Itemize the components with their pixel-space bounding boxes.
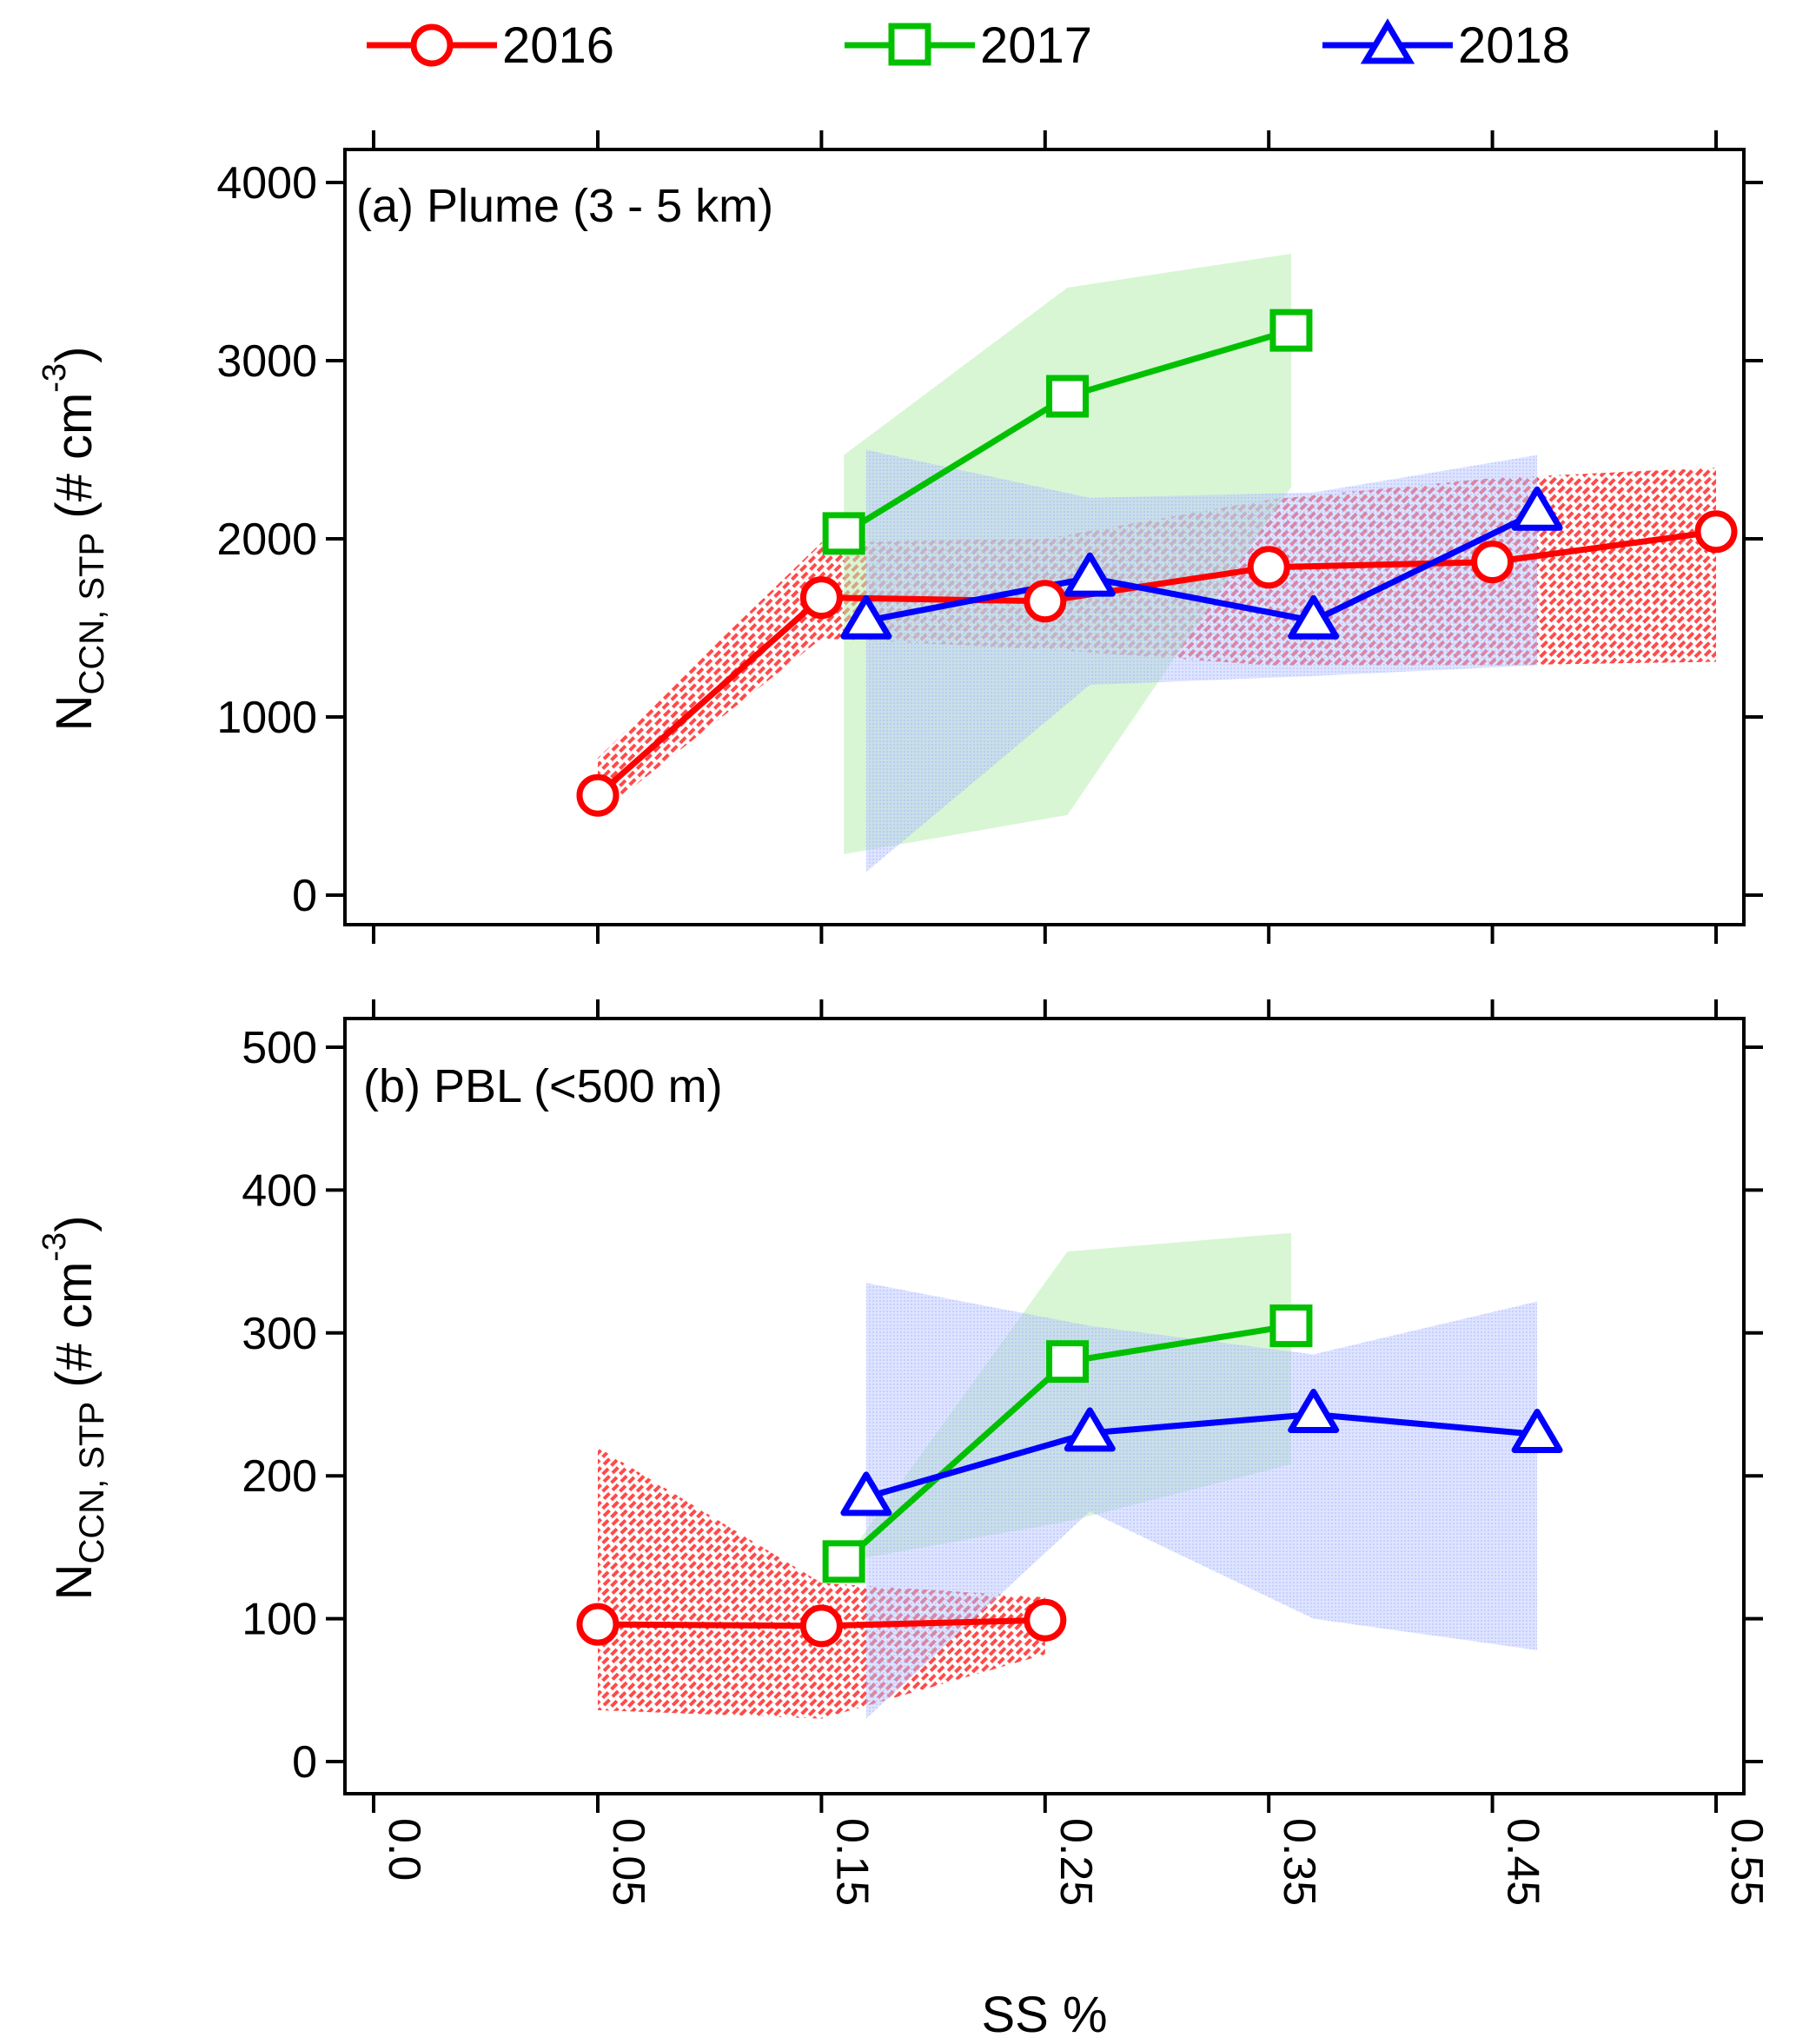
x-axis-tick-labels: 0.0 0.05 0.15 0.25 0.35 0.45 0.55 <box>379 1818 1772 1906</box>
y-tick-label: 200 <box>242 1451 317 1502</box>
data-point-2016 <box>1471 541 1514 584</box>
legend-label-2018: 2018 <box>1458 17 1570 74</box>
legend-marker-square <box>888 23 931 66</box>
data-point-2018 <box>1511 1409 1563 1454</box>
y-tick-label: 0 <box>292 871 317 921</box>
data-point-2017 <box>1046 1340 1090 1384</box>
legend-label-2017: 2017 <box>980 17 1092 74</box>
band-2018 <box>865 449 1538 873</box>
x-tick-label: 0.15 <box>826 1818 877 1906</box>
data-point-2016 <box>799 576 843 620</box>
legend-entry-2017: 2017 <box>845 17 1092 74</box>
panel-b-y-axis: 0 100 200 300 400 500 <box>242 1023 1763 1788</box>
data-point-2018 <box>840 1471 892 1516</box>
series-line-2018 <box>865 509 1539 624</box>
data-point-2017 <box>1269 1304 1313 1348</box>
panel-a-y-axis: 0 1000 2000 3000 4000 <box>216 158 1763 921</box>
legend-entry-2018: 2018 <box>1322 17 1570 74</box>
data-point-2017 <box>1269 309 1313 352</box>
y-tick-label: 1000 <box>216 693 317 743</box>
x-tick-label: 0.55 <box>1721 1818 1772 1906</box>
data-point-2016 <box>1247 546 1290 589</box>
y-tick-label: 0 <box>292 1737 317 1788</box>
data-point-2018 <box>1064 1407 1116 1452</box>
panel-b-uncertainty-bands <box>598 1232 1538 1719</box>
x-tick-label: 0.0 <box>379 1818 429 1881</box>
panel-a-x-ticks <box>372 130 1718 944</box>
panel-b-markers <box>576 1304 1563 1648</box>
y-tick-label: 2000 <box>216 514 317 565</box>
panel-a-markers <box>576 309 1738 817</box>
data-point-2017 <box>822 1540 865 1583</box>
panel-a-label: (a) Plume (3 - 5 km) <box>356 180 773 232</box>
legend: 2016 2017 2018 <box>367 17 1570 74</box>
x-tick-label: 0.45 <box>1498 1818 1548 1906</box>
data-point-2017 <box>822 512 865 555</box>
y-tick-label: 300 <box>242 1309 317 1359</box>
x-tick-label: 0.05 <box>603 1818 653 1906</box>
legend-marker-triangle <box>1360 18 1415 64</box>
y-tick-label: 500 <box>242 1023 317 1073</box>
data-point-2018 <box>1288 594 1340 640</box>
y-tick-label: 100 <box>242 1595 317 1645</box>
x-axis-title: SS % <box>981 1987 1107 2043</box>
y-tick-label: 400 <box>242 1165 317 1216</box>
series-line-2018 <box>865 1411 1538 1501</box>
data-point-2018 <box>840 594 892 640</box>
panel-a-y-axis-title: NCCN, STP (# cm-3) <box>36 347 111 732</box>
data-point-2018 <box>1288 1389 1340 1434</box>
data-point-2016 <box>799 1604 843 1648</box>
panel-a-plume: 0 1000 2000 3000 4000 (a) Plume (3 - 5 km) N… <box>36 130 1763 944</box>
panel-b-label: (b) PBL (<500 m) <box>363 1060 723 1112</box>
legend-marker-circle <box>410 23 454 67</box>
legend-label-2016: 2016 <box>502 17 614 74</box>
panel-a-uncertainty-bands <box>598 254 1716 873</box>
legend-entry-2016: 2016 <box>367 17 614 74</box>
panel-b-pbl: 0 100 200 300 400 500 (b) PBL (<500 m) NCCN, … <box>36 999 1763 1813</box>
data-point-2016 <box>1024 1598 1067 1642</box>
y-tick-label: 3000 <box>216 336 317 387</box>
x-tick-label: 0.35 <box>1274 1818 1324 1906</box>
data-point-2018 <box>1064 552 1116 597</box>
data-point-2016 <box>576 773 620 817</box>
data-point-2016 <box>1024 580 1067 623</box>
data-point-2017 <box>1046 375 1090 418</box>
y-tick-label: 4000 <box>216 158 317 209</box>
panel-b-y-axis-title: NCCN, STP (# cm-3) <box>36 1216 111 1601</box>
data-point-2016 <box>1694 510 1738 554</box>
data-point-2018 <box>1511 486 1563 531</box>
x-tick-label: 0.25 <box>1050 1818 1101 1906</box>
panel-b-x-ticks <box>372 999 1718 1813</box>
data-point-2016 <box>576 1603 620 1646</box>
series-line-2016 <box>595 528 1717 798</box>
